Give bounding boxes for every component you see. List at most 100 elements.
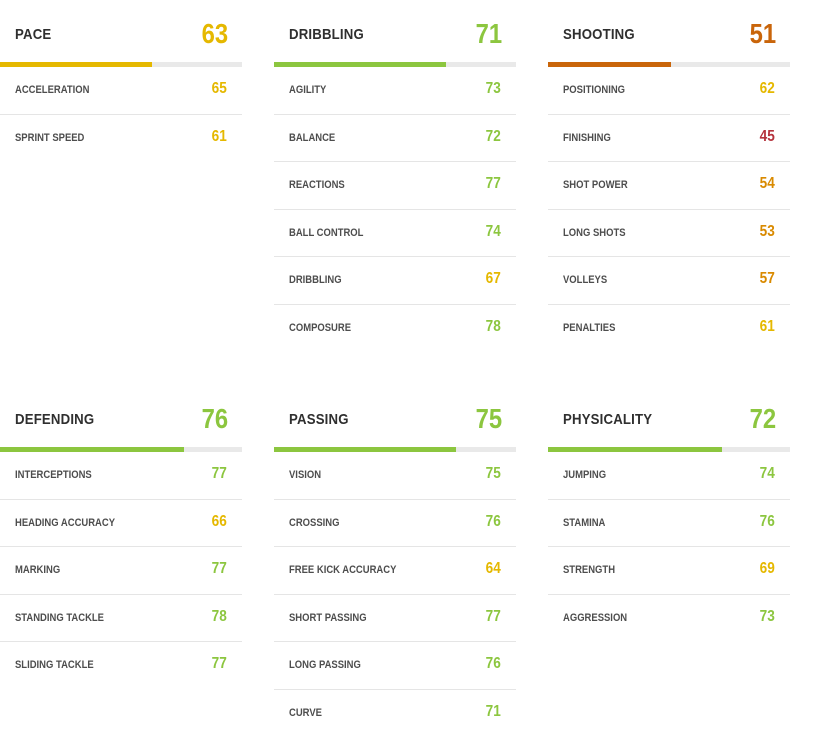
stat-value: 77 <box>212 560 227 578</box>
stat-value: 74 <box>760 465 775 483</box>
stat-value: 78 <box>486 318 501 336</box>
stat-row: PENALTIES 61 <box>548 305 790 352</box>
stat-label: INTERCEPTIONS <box>15 469 92 481</box>
stat-row: SHORT PASSING 77 <box>274 595 516 643</box>
stat-label: FREE KICK ACCURACY <box>289 564 396 576</box>
stat-row: AGILITY 73 <box>274 67 516 115</box>
card-rating: 76 <box>202 405 228 433</box>
card-header: DEFENDING 76 <box>0 385 242 449</box>
card-title: DEFENDING <box>15 411 94 428</box>
stat-label: STRENGTH <box>563 564 615 576</box>
stat-label: LONG SHOTS <box>563 227 626 239</box>
stat-value: 65 <box>212 80 227 98</box>
stat-value: 53 <box>760 223 775 241</box>
stat-label: BALANCE <box>289 132 335 144</box>
stat-row: STRENGTH 69 <box>548 547 790 595</box>
stat-value: 78 <box>212 608 227 626</box>
stat-value: 77 <box>212 465 227 483</box>
stat-label: STAMINA <box>563 517 605 529</box>
card-header: SHOOTING 51 <box>548 0 790 64</box>
stat-row: DRIBBLING 67 <box>274 257 516 305</box>
stat-label: DRIBBLING <box>289 274 342 286</box>
stat-label: COMPOSURE <box>289 322 351 334</box>
stat-label: ACCELERATION <box>15 84 89 96</box>
stat-row: CROSSING 76 <box>274 500 516 548</box>
stat-value: 71 <box>486 703 501 721</box>
stat-value: 76 <box>486 513 501 531</box>
stat-row: JUMPING 74 <box>548 452 790 500</box>
card-rating: 63 <box>202 20 228 48</box>
stat-value: 77 <box>486 608 501 626</box>
stat-list: AGILITY 73 BALANCE 72 REACTIONS 77 BALL CONTRO… <box>274 67 516 351</box>
stat-value: 57 <box>760 270 775 288</box>
card-header: PACE 63 <box>0 0 242 64</box>
card-header: PASSING 75 <box>274 385 516 449</box>
stat-row: AGGRESSION 73 <box>548 595 790 642</box>
stat-value: 45 <box>760 128 775 146</box>
stat-row: HEADING ACCURACY 66 <box>0 500 242 548</box>
stat-row: VISION 75 <box>274 452 516 500</box>
stat-label: JUMPING <box>563 469 606 481</box>
stat-value: 72 <box>486 128 501 146</box>
stat-row: POSITIONING 62 <box>548 67 790 115</box>
stat-label: BALL CONTROL <box>289 227 363 239</box>
card-title: PASSING <box>289 411 349 428</box>
stat-row: SHOT POWER 54 <box>548 162 790 210</box>
stat-value: 61 <box>212 128 227 146</box>
stat-label: CROSSING <box>289 517 339 529</box>
stat-label: PENALTIES <box>563 322 615 334</box>
stat-label: VISION <box>289 469 321 481</box>
stat-value: 66 <box>212 513 227 531</box>
stat-list: INTERCEPTIONS 77 HEADING ACCURACY 66 MARKING… <box>0 452 242 689</box>
stat-value: 61 <box>760 318 775 336</box>
stat-value: 77 <box>486 175 501 193</box>
stat-value: 77 <box>212 655 227 673</box>
stat-row: COMPOSURE 78 <box>274 305 516 352</box>
stat-value: 73 <box>486 80 501 98</box>
stat-value: 67 <box>486 270 501 288</box>
stat-row: REACTIONS 77 <box>274 162 516 210</box>
stat-label: STANDING TACKLE <box>15 612 104 624</box>
stat-row: ACCELERATION 65 <box>0 67 242 115</box>
stat-row: LONG SHOTS 53 <box>548 210 790 258</box>
stat-row: STANDING TACKLE 78 <box>0 595 242 643</box>
stat-row: LONG PASSING 76 <box>274 642 516 690</box>
stat-label: FINISHING <box>563 132 611 144</box>
stat-label: AGILITY <box>289 84 326 96</box>
stat-row: CURVE 71 <box>274 690 516 736</box>
stat-label: REACTIONS <box>289 179 345 191</box>
stat-row: FREE KICK ACCURACY 64 <box>274 547 516 595</box>
stat-value: 64 <box>486 560 501 578</box>
stat-label: HEADING ACCURACY <box>15 517 115 529</box>
stat-value: 62 <box>760 80 775 98</box>
stat-value: 54 <box>760 175 775 193</box>
stat-row: INTERCEPTIONS 77 <box>0 452 242 500</box>
stat-list: POSITIONING 62 FINISHING 45 SHOT POWER 54 LONG… <box>548 67 790 351</box>
card-title: PHYSICALITY <box>563 411 652 428</box>
stat-label: CURVE <box>289 707 322 719</box>
stat-row: FINISHING 45 <box>548 115 790 163</box>
stat-value: 73 <box>760 608 775 626</box>
stat-label: POSITIONING <box>563 84 625 96</box>
card-title: DRIBBLING <box>289 26 364 43</box>
stat-label: SHORT PASSING <box>289 612 367 624</box>
stat-value: 76 <box>486 655 501 673</box>
card-rating: 72 <box>750 405 776 433</box>
stat-label: VOLLEYS <box>563 274 607 286</box>
stat-label: LONG PASSING <box>289 659 361 671</box>
stat-label: AGGRESSION <box>563 612 627 624</box>
card-title: SHOOTING <box>563 26 635 43</box>
stat-label: SHOT POWER <box>563 179 628 191</box>
stat-value: 75 <box>486 465 501 483</box>
stat-value: 69 <box>760 560 775 578</box>
